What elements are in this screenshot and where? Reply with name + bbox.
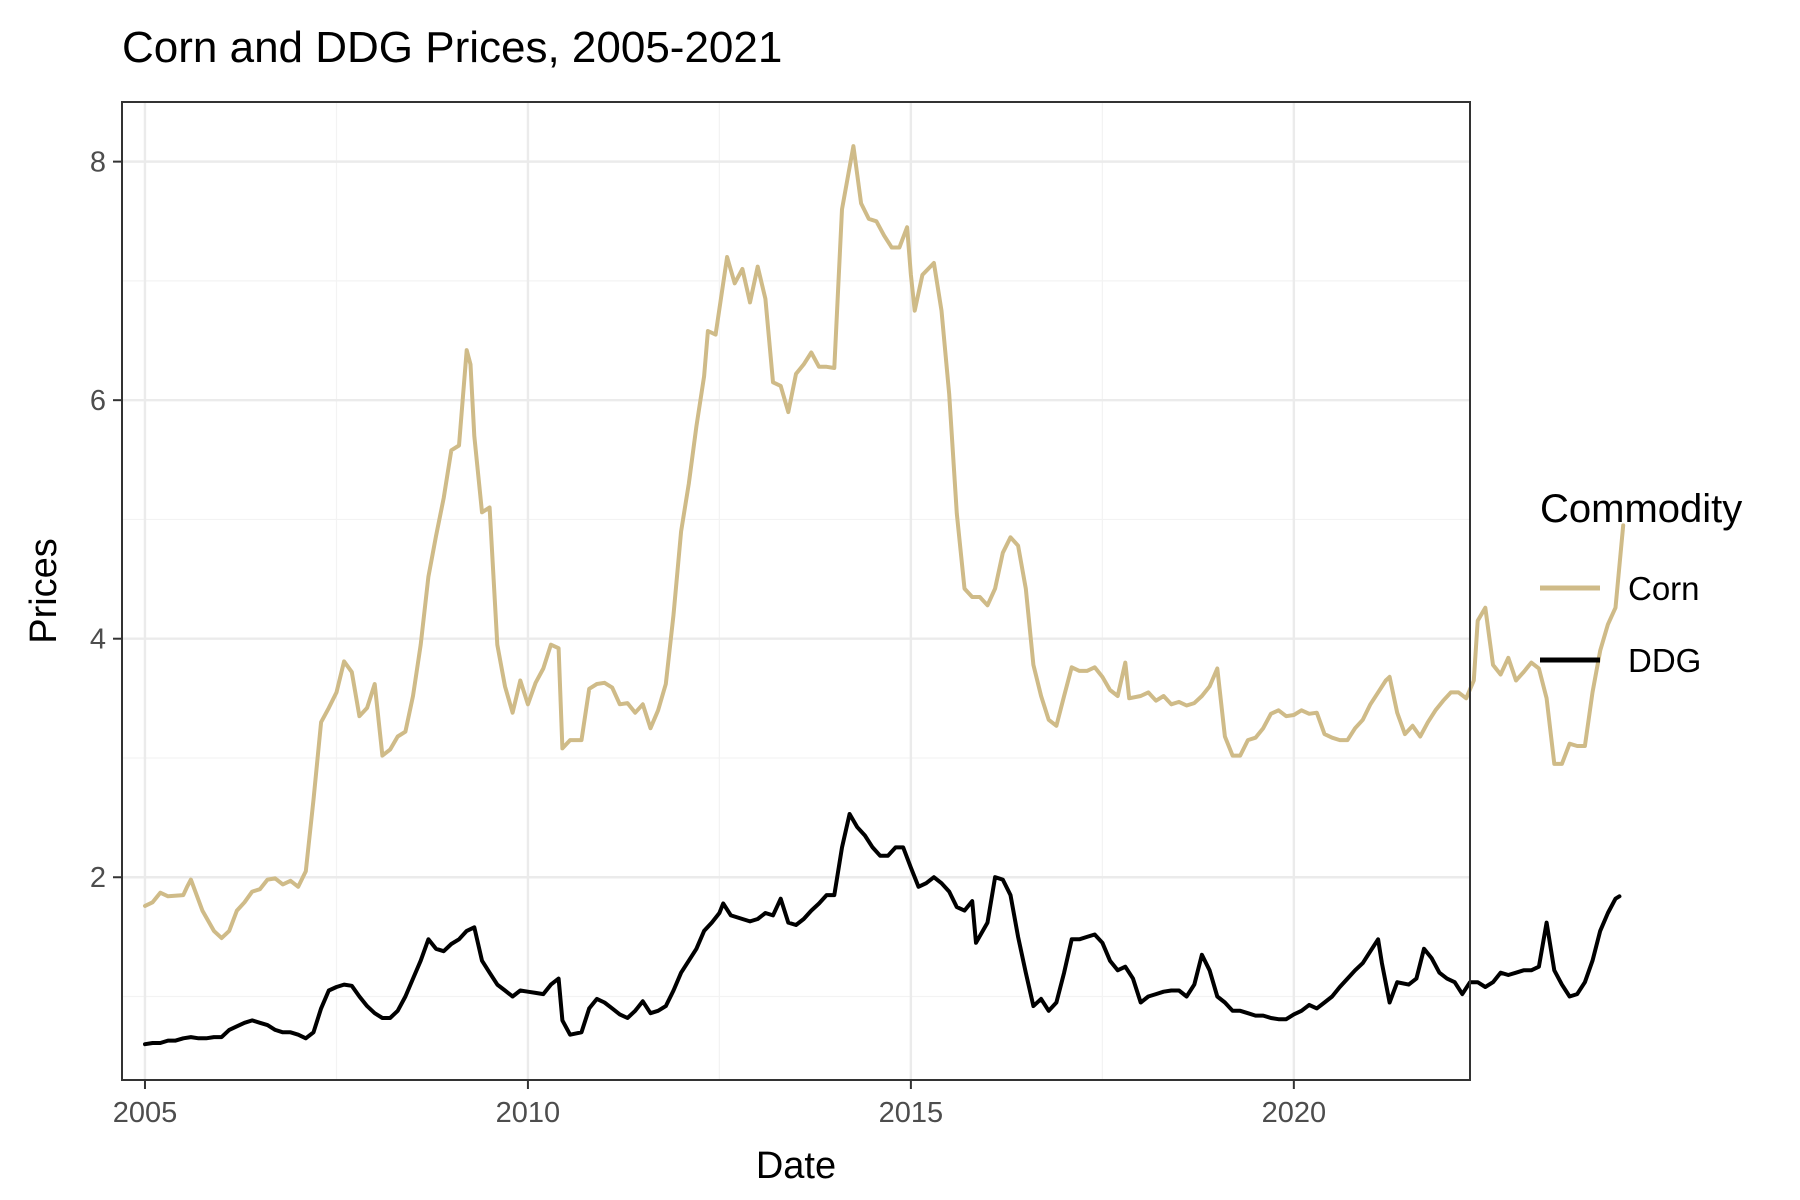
legend: Commodity Corn DDG [1540, 487, 1742, 679]
legend-label-corn: Corn [1628, 570, 1700, 607]
series-line-corn [143, 144, 1626, 941]
y-tick-label-6: 6 [90, 385, 106, 417]
y-tick-label-4: 4 [90, 624, 106, 656]
plot-panel-border [121, 101, 1471, 1081]
y-tick-label-2: 2 [90, 862, 106, 894]
x-axis-title: Date [756, 1145, 836, 1187]
series-layer [143, 144, 1626, 1047]
legend-label-ddg: DDG [1628, 642, 1701, 679]
y-axis: 2 4 6 8 [90, 147, 122, 894]
x-axis: 2005 2010 2015 2020 [113, 1080, 1326, 1129]
chart-title: Corn and DDG Prices, 2005-2021 [122, 23, 782, 72]
x-tick-label-2010: 2010 [496, 1097, 561, 1129]
y-tick-label-8: 8 [90, 147, 106, 179]
x-tick-label-2020: 2020 [1262, 1097, 1327, 1129]
x-tick-label-2015: 2015 [879, 1097, 944, 1129]
minor-gridlines [122, 102, 1470, 1080]
x-tick-label-2005: 2005 [113, 1097, 178, 1129]
y-axis-title: Prices [23, 538, 65, 644]
series-line-ddg [143, 812, 1622, 1047]
legend-title: Commodity [1540, 487, 1742, 531]
major-gridlines [122, 102, 1470, 1080]
